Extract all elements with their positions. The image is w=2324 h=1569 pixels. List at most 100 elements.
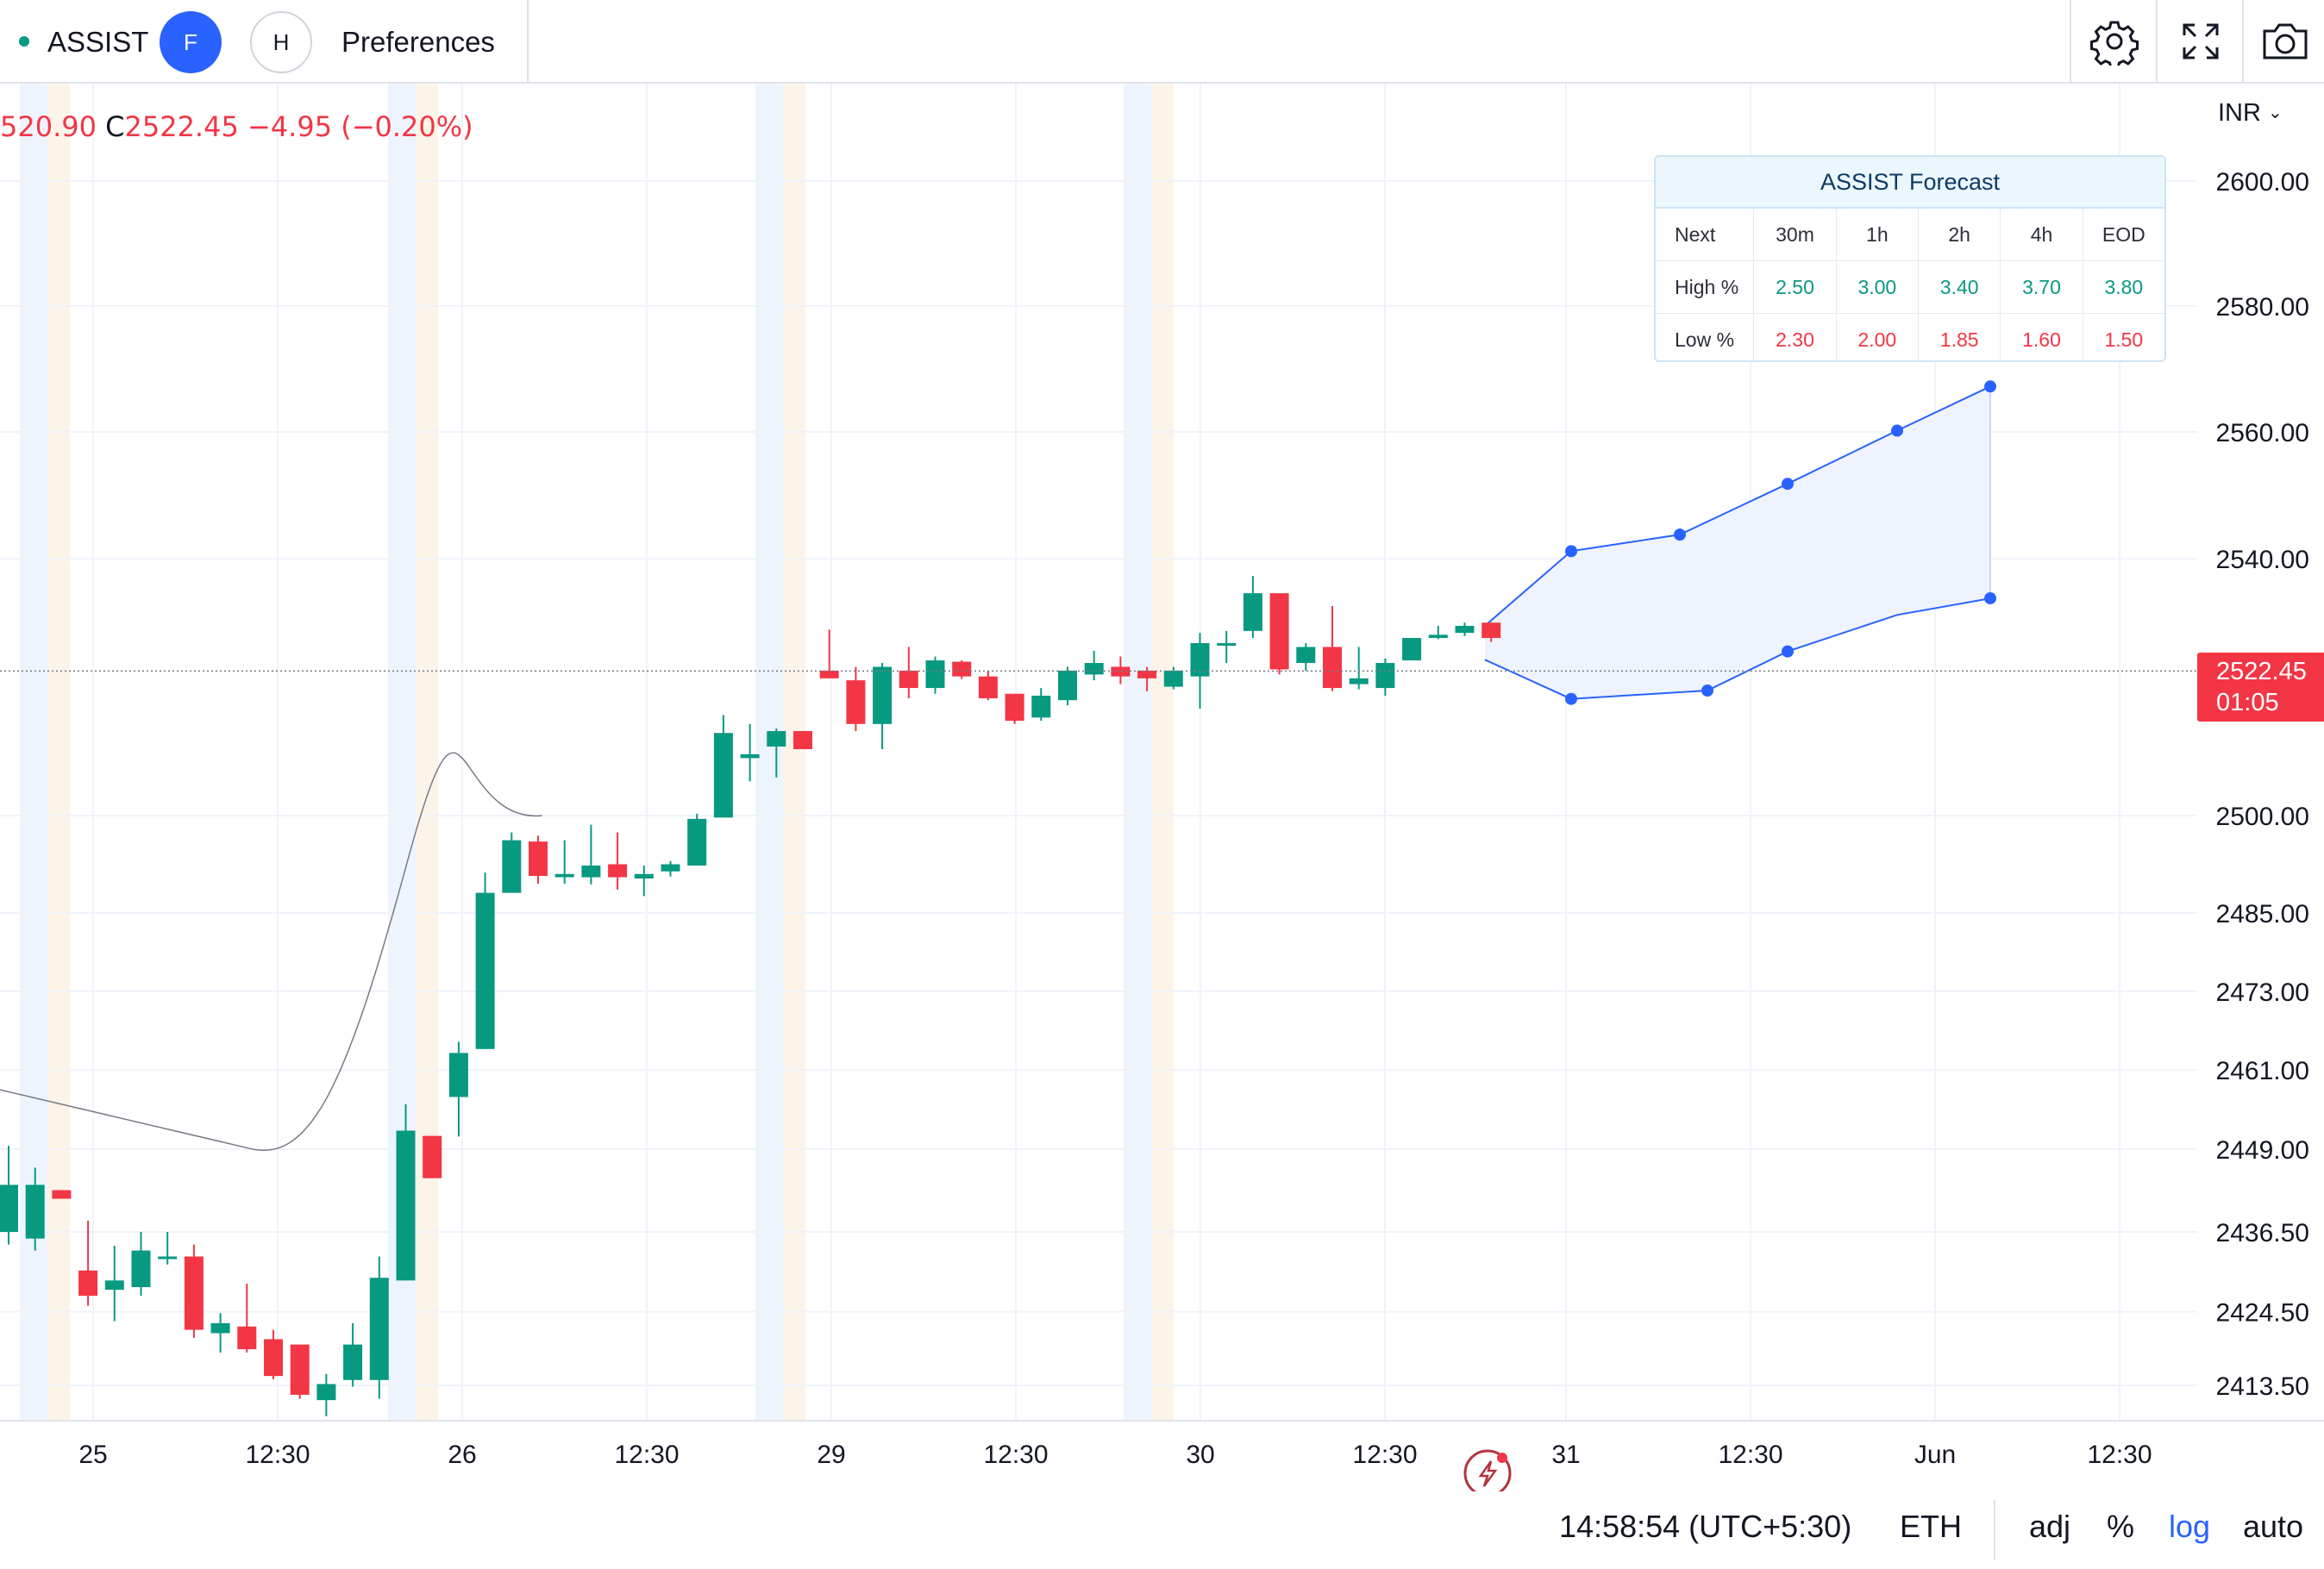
auto-scale-button[interactable]: auto (2243, 1509, 2304, 1544)
candle (1375, 658, 1395, 696)
candle-body (767, 731, 786, 747)
price-chart[interactable]: 2600.00 2580.00 2560.00 2540.00 2500.00 2485.… (0, 84, 2324, 1491)
h-button[interactable]: H (250, 11, 312, 73)
toolbar-divider (527, 0, 529, 84)
price-tick-label: 2600.00 (2216, 168, 2309, 197)
clock-display[interactable]: 14:58:54 (UTC+5:30) (1559, 1509, 1852, 1544)
table-cell: 2.50 (1753, 261, 1835, 313)
candle-body (448, 1053, 468, 1097)
currency-selector[interactable]: INR (2218, 99, 2261, 127)
candle (713, 715, 733, 818)
candle (978, 670, 998, 701)
session-band (1124, 84, 1151, 1421)
candle-body (184, 1256, 204, 1330)
table-cell: 1.60 (2000, 314, 2082, 360)
session-button[interactable]: ETH (1900, 1509, 1962, 1544)
candle-body (131, 1250, 151, 1288)
close-label: C (105, 110, 125, 143)
percent-scale-button[interactable]: % (2107, 1509, 2135, 1544)
bottom-toolbar: 14:58:54 (UTC+5:30) ETH adj % log auto (0, 1491, 2324, 1569)
time-tick-label: 12:30 (1352, 1441, 1417, 1469)
candle-body (925, 660, 945, 689)
candle-body (1296, 647, 1316, 664)
candle (475, 872, 495, 1049)
table-cell: 3.40 (1918, 261, 2000, 313)
settings-button[interactable] (2070, 0, 2158, 82)
adjust-button[interactable]: adj (2029, 1509, 2071, 1544)
table-cell: Next (1675, 222, 1716, 246)
f-button[interactable]: F (160, 11, 222, 73)
forecast-low-point (1565, 692, 1577, 705)
candle (396, 1103, 416, 1281)
candle (634, 866, 654, 897)
time-tick-label: Jun (1914, 1441, 1956, 1469)
price-tick-label: 2449.00 (2216, 1136, 2309, 1165)
candle (316, 1373, 336, 1416)
time-tick-label: 12:30 (614, 1441, 679, 1469)
session-band (783, 84, 805, 1421)
candle (1296, 642, 1316, 671)
candle-body (846, 680, 866, 724)
price-tick-label: 2485.00 (2216, 900, 2309, 928)
candle (290, 1344, 310, 1399)
candle (78, 1220, 98, 1306)
price-tick-label: 2473.00 (2216, 978, 2309, 1007)
candle-body (529, 841, 548, 877)
candle (740, 723, 760, 782)
forecast-high-point (1782, 478, 1794, 491)
candle (25, 1167, 45, 1251)
forecast-low-point (1984, 592, 1996, 605)
ohlc-legend: 520.90 C2522.45 −4.95 (−0.20%) (0, 110, 473, 143)
candle (1005, 693, 1024, 724)
last-price-tag: 2522.45 01:05 (2197, 653, 2324, 722)
toolbar-divider (1994, 1500, 1995, 1560)
top-toolbar: ASSIST F H Preferences (0, 0, 2324, 84)
candle-body (25, 1185, 45, 1239)
candle (423, 1135, 442, 1178)
symbol-name[interactable]: ASSIST (47, 25, 149, 58)
fullscreen-button[interactable] (2156, 0, 2244, 82)
candle (184, 1244, 204, 1338)
forecast-table: ASSIST Forecast Next 30m 1h 2h 4h EOD Hi… (1654, 155, 2166, 362)
candle (264, 1329, 283, 1380)
price-tick-label: 2436.50 (2216, 1219, 2309, 1247)
snapshot-button[interactable] (2242, 0, 2324, 82)
candle-body (1481, 622, 1501, 639)
last-price-value: 2522.45 (2216, 658, 2307, 685)
candle (0, 1146, 18, 1245)
candle (925, 656, 945, 694)
candle-body (210, 1322, 230, 1334)
change-value: −4.95 (−0.20%) (247, 110, 473, 143)
forecast-high-point (1565, 545, 1577, 558)
gear-icon (2090, 21, 2139, 66)
table-cell: 3.00 (1835, 261, 1918, 313)
candle (819, 629, 839, 678)
ohlc-partial-value: 520.90 (0, 110, 97, 143)
candle (237, 1284, 257, 1353)
candle (554, 840, 574, 885)
close-value: 2522.45 (124, 110, 239, 143)
candle (104, 1246, 124, 1322)
lightning-icon[interactable] (1463, 1449, 1512, 1491)
candle-body (1428, 634, 1448, 639)
price-tick-label: 2424.50 (2216, 1299, 2309, 1328)
candle-body (687, 818, 707, 866)
table-cell: Low % (1675, 328, 1735, 351)
bar-countdown: 01:05 (2216, 689, 2279, 716)
candle (1481, 622, 1501, 642)
preferences-button[interactable]: Preferences (341, 25, 495, 58)
table-cell: 30m (1753, 209, 1835, 260)
candle (1111, 656, 1131, 684)
time-tick-label: 12:30 (2087, 1441, 2152, 1469)
forecast-header-row: Next 30m 1h 2h 4h EOD (1656, 209, 2164, 261)
lightning-icon-bolt (1478, 1460, 1498, 1487)
candle-body (1058, 670, 1077, 701)
table-cell: 3.80 (2082, 261, 2164, 313)
table-cell: EOD (2082, 209, 2164, 260)
candle (210, 1313, 230, 1353)
candle (369, 1256, 389, 1399)
log-scale-button[interactable]: log (2169, 1509, 2211, 1544)
candle-body (952, 661, 972, 677)
candle-body (740, 753, 760, 759)
time-tick-label: 12:30 (983, 1441, 1048, 1469)
